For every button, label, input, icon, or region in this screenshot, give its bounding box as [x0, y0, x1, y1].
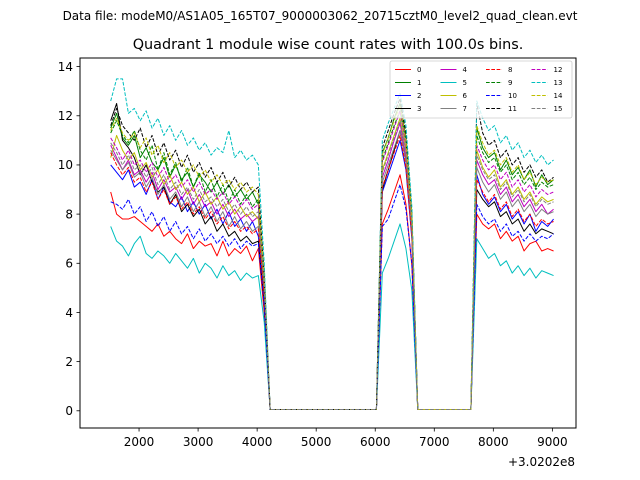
y-tick-label: 10: [58, 158, 73, 172]
legend-label-6: 6: [463, 92, 468, 100]
y-tick-label: 12: [58, 109, 73, 123]
y-tick-label: 2: [65, 355, 73, 369]
plot-frame: [79, 57, 577, 429]
legend-label-13: 13: [554, 79, 563, 87]
series-line-15: [110, 120, 554, 411]
y-tick-label: 14: [58, 60, 73, 74]
legend-label-2: 2: [417, 92, 421, 100]
legend-label-4: 4: [463, 66, 468, 74]
x-tick-label: 7000: [419, 435, 450, 449]
x-tick-label: 4000: [242, 435, 273, 449]
y-tick-label: 4: [65, 306, 73, 320]
chart-suptitle: Data file: modeM0/AS1A05_165T07_90000030…: [63, 9, 578, 23]
x-tick-label: 5000: [301, 435, 332, 449]
legend-label-3: 3: [417, 105, 421, 113]
legend-label-12: 12: [554, 66, 563, 74]
x-axis: 2000 3000 4000 5000 6000 7000 8000 9000: [124, 428, 568, 449]
y-tick-label: 6: [65, 257, 73, 271]
legend-label-5: 5: [463, 79, 467, 87]
legend-label-8: 8: [508, 66, 512, 74]
legend-label-7: 7: [463, 105, 467, 113]
chart-title: Quadrant 1 module wise count rates with …: [133, 37, 524, 53]
y-tick-label: 0: [65, 404, 73, 418]
legend-label-15: 15: [554, 105, 563, 113]
legend-label-0: 0: [417, 66, 421, 74]
x-tick-label: 9000: [537, 435, 568, 449]
x-tick-label: 2000: [124, 435, 155, 449]
legend-label-9: 9: [508, 79, 512, 87]
x-offset-label: +3.0202e8: [508, 455, 575, 469]
x-tick-label: 8000: [478, 435, 509, 449]
y-axis: 0 2 4 6 8 10 12 14: [58, 60, 80, 418]
x-tick-label: 3000: [183, 435, 214, 449]
legend-frame: [389, 60, 573, 119]
series-layer: [110, 78, 554, 411]
legend-label-14: 14: [554, 92, 563, 100]
y-tick-label: 8: [65, 207, 73, 221]
x-tick-label: 6000: [360, 435, 391, 449]
legend-label-11: 11: [508, 105, 517, 113]
legend-label-10: 10: [508, 92, 517, 100]
legend-label-1: 1: [417, 79, 421, 87]
